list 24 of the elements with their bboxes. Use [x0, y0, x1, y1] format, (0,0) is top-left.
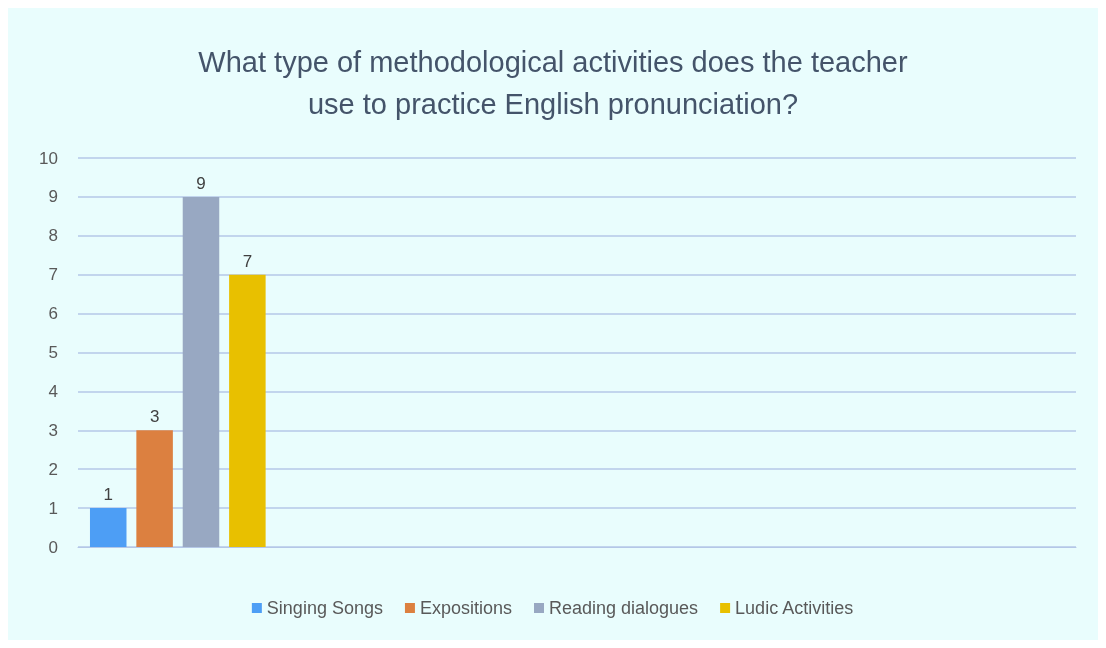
bar: [136, 430, 173, 547]
legend-label: Expositions: [419, 598, 512, 618]
data-label: 1: [103, 485, 113, 505]
y-tick-label: 1: [48, 498, 58, 518]
y-tick-label: 9: [48, 187, 58, 207]
y-tick-label: 0: [48, 537, 58, 557]
y-tick-label: 2: [48, 459, 58, 479]
data-label: 7: [242, 251, 253, 271]
data-label: 3: [149, 407, 160, 427]
bar: [182, 196, 220, 547]
y-tick-label: 10: [39, 148, 58, 168]
y-tick-label: 4: [48, 381, 58, 401]
legend-label: Singing Songs: [266, 598, 383, 618]
legend-label: Ludic Activities: [735, 598, 854, 618]
y-tick-label: 3: [48, 420, 58, 440]
y-tick-label: 5: [48, 343, 58, 362]
y-tick-label: 7: [48, 265, 58, 285]
legend-label: Reading dialogues: [548, 598, 699, 618]
y-tick-label: 8: [48, 226, 58, 246]
bar: [89, 508, 127, 547]
chart-title: What type of methodological activities does the teacher use to practice English pronunciation?: [198, 46, 908, 120]
bar: [229, 274, 266, 547]
data-label: 9: [196, 173, 206, 193]
y-tick-label: 6: [48, 304, 58, 324]
